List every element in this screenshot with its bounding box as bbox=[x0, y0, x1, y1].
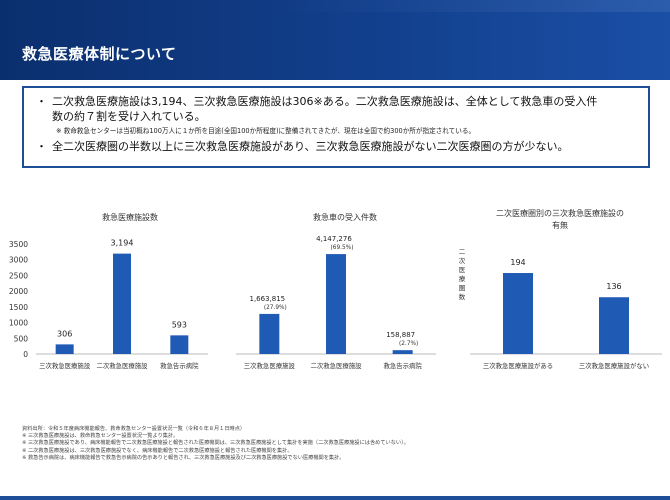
y-tick-label: 3500 bbox=[9, 240, 28, 249]
bar-value-label: 194 bbox=[510, 258, 525, 267]
x-tick-label: 三次救急医療施設がない bbox=[579, 361, 649, 370]
bar bbox=[392, 350, 413, 354]
bar-percent-label: (69.5%) bbox=[331, 245, 354, 251]
footnote-source: 資料出所：令和５年度病床機能報告、救命救急センター設置状況一覧（令和６年８月１日… bbox=[22, 426, 246, 432]
bar bbox=[599, 297, 629, 354]
summary-bullet-1-line-2: 数の約７割を受け入れている。 bbox=[52, 110, 206, 123]
y-axis-label-char: 療 bbox=[459, 274, 466, 283]
chart3-title-line-2: 有無 bbox=[552, 221, 568, 230]
y-axis-label-char: 二 bbox=[459, 248, 466, 256]
chart3-title-line-1: 二次医療圏別の三次救急医療施設の bbox=[496, 209, 624, 218]
bar bbox=[503, 273, 533, 354]
y-axis-label-char: 医 bbox=[459, 266, 466, 274]
chart-facility-count: 0 500 1000 1500 2000 2500 3000 3500 306 三次救急医療施設 3… bbox=[9, 239, 208, 370]
y-axis-label-char: 圏 bbox=[459, 284, 466, 292]
x-tick-label: 二次救急医療施設 bbox=[96, 361, 148, 370]
summary-box: ・ 二次救急医療施設は3,194、三次救急医療施設は306※ある。二次救急医療施… bbox=[22, 86, 650, 168]
y-tick-label: 0 bbox=[23, 350, 28, 359]
x-tick-label: 二次救急医療施設 bbox=[310, 361, 362, 370]
bar-value-label: 4,147,276 bbox=[316, 235, 352, 243]
bar-value-label: 593 bbox=[172, 320, 187, 329]
y-tick-label: 3000 bbox=[9, 256, 28, 265]
footnote-1: ※ 三次救急医療施設は、救命救急センター設置状況一覧より集計。 bbox=[22, 433, 179, 440]
y-axis-label-char: 数 bbox=[459, 292, 466, 301]
summary-bullet-2-text: 全二次医療圏の半数以上に三次救急医療施設があり、三次救急医療施設がない二次医療圏… bbox=[52, 140, 569, 153]
x-tick-label: 救急告示病院 bbox=[383, 361, 422, 370]
y-tick-label: 1500 bbox=[9, 303, 28, 312]
header-bar: 救急医療体制について bbox=[0, 0, 670, 80]
bullet-marker: ・ bbox=[36, 140, 47, 153]
y-tick-label: 1000 bbox=[9, 319, 28, 328]
chart2-title: 救急車の受入件数 bbox=[313, 213, 377, 222]
x-tick-label: 救急告示病院 bbox=[160, 361, 199, 370]
summary-bullet-1: ・ 二次救急医療施設は3,194、三次救急医療施設は306※ある。二次救急医療施… bbox=[34, 94, 638, 124]
bar-percent-label: (27.9%) bbox=[264, 305, 287, 311]
page-title: 救急医療体制について bbox=[22, 45, 177, 63]
bar bbox=[326, 254, 346, 354]
bar-percent-label: (2.7%) bbox=[399, 341, 418, 347]
bar-value-label: 3,194 bbox=[111, 239, 134, 248]
bar-value-label: 158,887 bbox=[386, 331, 415, 339]
y-tick-label: 2500 bbox=[9, 271, 28, 280]
chart-ambulance-acceptance: 1,663,815 (27.9%) 三次救急医療施設 4,147,276 (69.5%)… bbox=[236, 235, 436, 370]
y-tick-label: 2000 bbox=[9, 287, 28, 296]
bar bbox=[259, 313, 280, 354]
x-tick-label: 三次救急医療施設がある bbox=[483, 361, 553, 370]
bullet-marker: ・ bbox=[36, 95, 47, 108]
bar bbox=[113, 253, 131, 354]
summary-note: ※ 救命救急センターは当初概ね100万人に１か所を目途(全国100か所程度)に整… bbox=[56, 127, 476, 135]
summary-bullet-2: ・ 全二次医療圏の半数以上に三次救急医療施設があり、三次救急医療施設がない二次医… bbox=[34, 139, 638, 154]
x-tick-label: 三次救急医療施設 bbox=[244, 361, 296, 370]
footnote-3: ※ 二次救急医療施設は、三次救急医療施設でなく、病床機能報告で二次救急医療施設と… bbox=[22, 447, 293, 454]
footnote-4: ※ 救急告示病院は、病床機能報告で救急告示病院の告示ありと報告され、三次救急医療… bbox=[22, 454, 345, 461]
bar-value-label: 1,663,815 bbox=[250, 295, 286, 303]
chart3-title: 二次医療圏別の三次救急医療施設の 有無 bbox=[455, 208, 665, 232]
bottom-bar bbox=[0, 496, 670, 500]
y-axis-label-char: 次 bbox=[459, 256, 466, 265]
footnote-2: ※ 三次救急医療施設であり、病床機能報告で二次救急医療施設と報告された医療機関は… bbox=[22, 440, 409, 447]
footnotes: 資料出所：令和５年度病床機能報告、救命救急センター設置状況一覧（令和６年８月１日… bbox=[22, 426, 652, 462]
chart1-title: 救急医療施設数 bbox=[102, 213, 158, 222]
bar-value-label: 306 bbox=[57, 329, 72, 338]
summary-bullet-1-line-1: 二次救急医療施設は3,194、三次救急医療施設は306※ある。二次救急医療施設は… bbox=[52, 95, 598, 108]
bar bbox=[55, 344, 74, 354]
bar-value-label: 136 bbox=[606, 282, 621, 291]
bar bbox=[170, 335, 189, 354]
y-tick-label: 500 bbox=[14, 334, 29, 343]
x-tick-label: 三次救急医療施設 bbox=[39, 361, 91, 370]
header-accent bbox=[0, 0, 670, 12]
